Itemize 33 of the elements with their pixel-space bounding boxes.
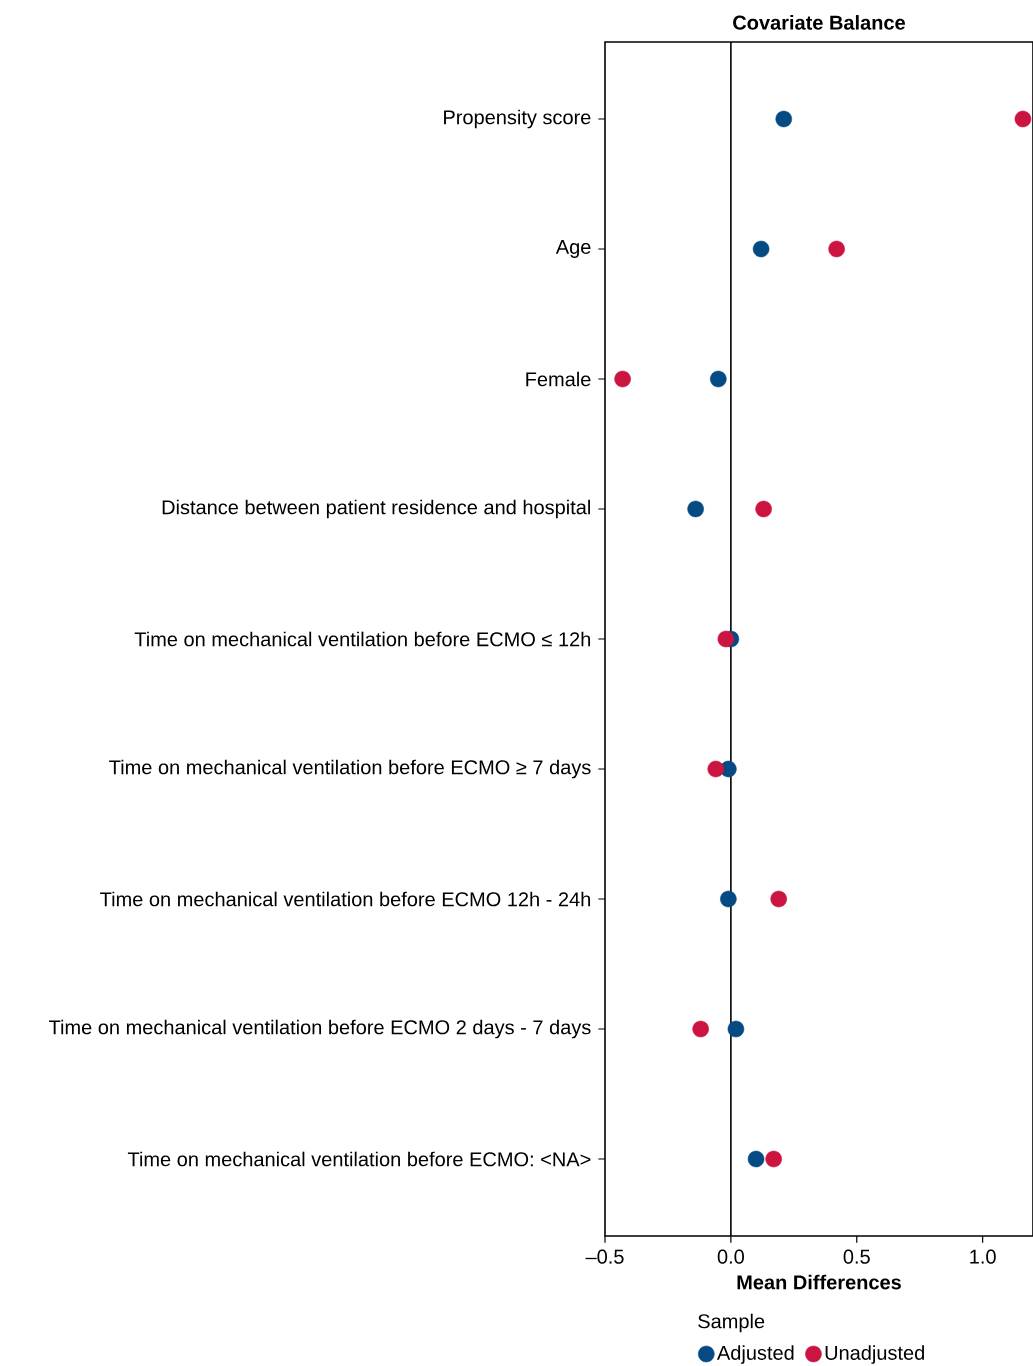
point [775,110,793,128]
y-tick-label: Time on mechanical ventilation before ECMO ≥ 7 days [109,759,591,779]
legend-title: Sample [698,1313,765,1333]
x-tick-label: –0.5 [585,1249,624,1264]
y-tick-label: Time on mechanical ventilation before ECMO 12h - 24h [100,891,591,907]
chart-title: Covariate Balance [733,15,905,30]
y-tick-label: Distance between patient residence and hospital [162,499,590,519]
point [828,240,845,258]
legend-label: Adjusted [716,1345,794,1364]
point [687,500,704,518]
y-tick-label: Propensity score [444,109,591,129]
y-tick-label: Age [555,240,591,258]
point [692,1020,709,1038]
point [755,500,772,518]
x-tick-label: 0.5 [843,1249,870,1264]
y-tick-label: Time on mechanical ventilation before ECMO 2 days - 7 days [48,1019,591,1039]
x-axis-title: Mean Differences [737,1274,901,1290]
point [747,1150,765,1168]
point [727,1020,745,1038]
point [770,890,787,908]
legend-label: Unadjusted [825,1345,924,1364]
x-tick-label: 1.0 [970,1249,996,1264]
point [720,890,737,908]
point [752,240,770,258]
point [614,370,631,388]
point [707,760,725,778]
x-tick-label: 0.0 [717,1249,744,1264]
point [717,630,735,648]
y-tick-label: Time on mechanical ventilation before ECMO ≤ 12h [134,631,591,647]
point [710,370,727,388]
y-tick-label: Time on mechanical ventilation before ECMO: <NA> [127,1151,591,1167]
y-tick-label: Female [526,371,591,387]
point [765,1150,782,1168]
